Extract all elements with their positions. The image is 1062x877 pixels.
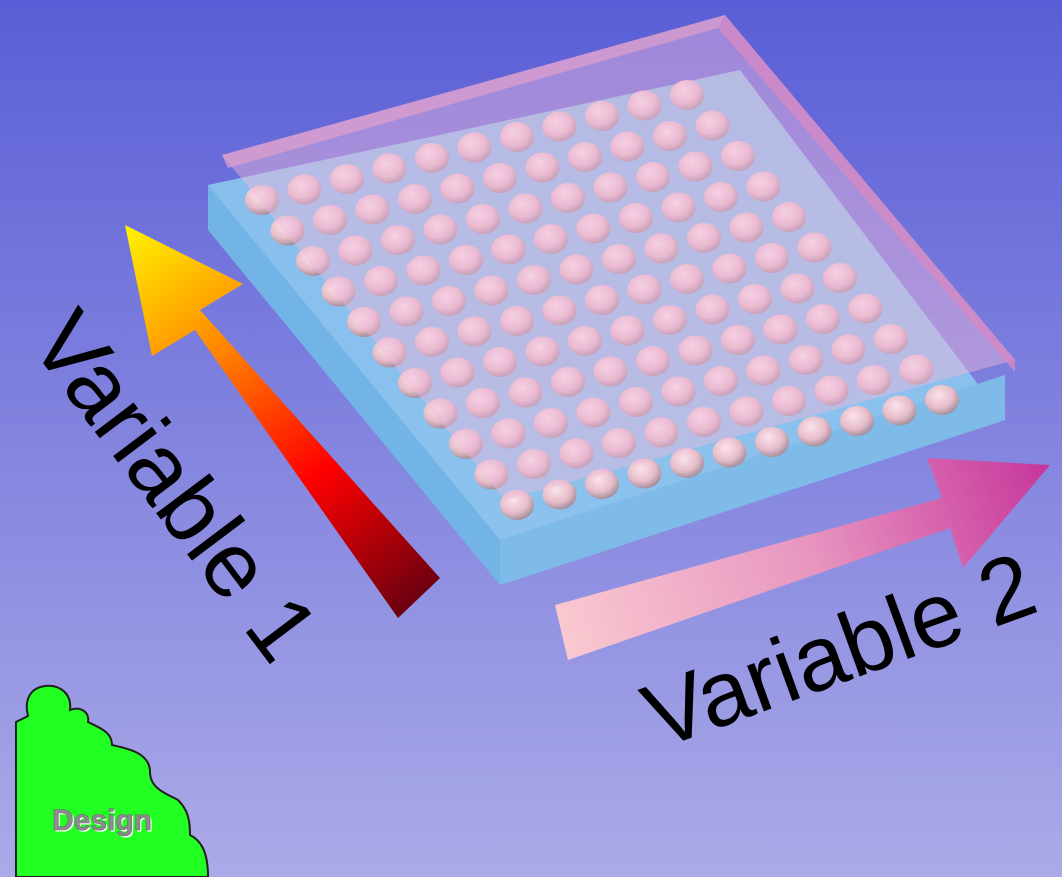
well — [798, 417, 832, 447]
well — [713, 438, 747, 468]
badge-label: Design — [52, 804, 152, 837]
well — [755, 427, 789, 457]
well — [840, 406, 874, 436]
page: Variable 1 Variable 2 Design Design (() … — [0, 0, 1062, 877]
well — [883, 396, 917, 426]
slide: Variable 1 Variable 2 Design Design — [0, 0, 1062, 877]
well — [925, 385, 959, 415]
